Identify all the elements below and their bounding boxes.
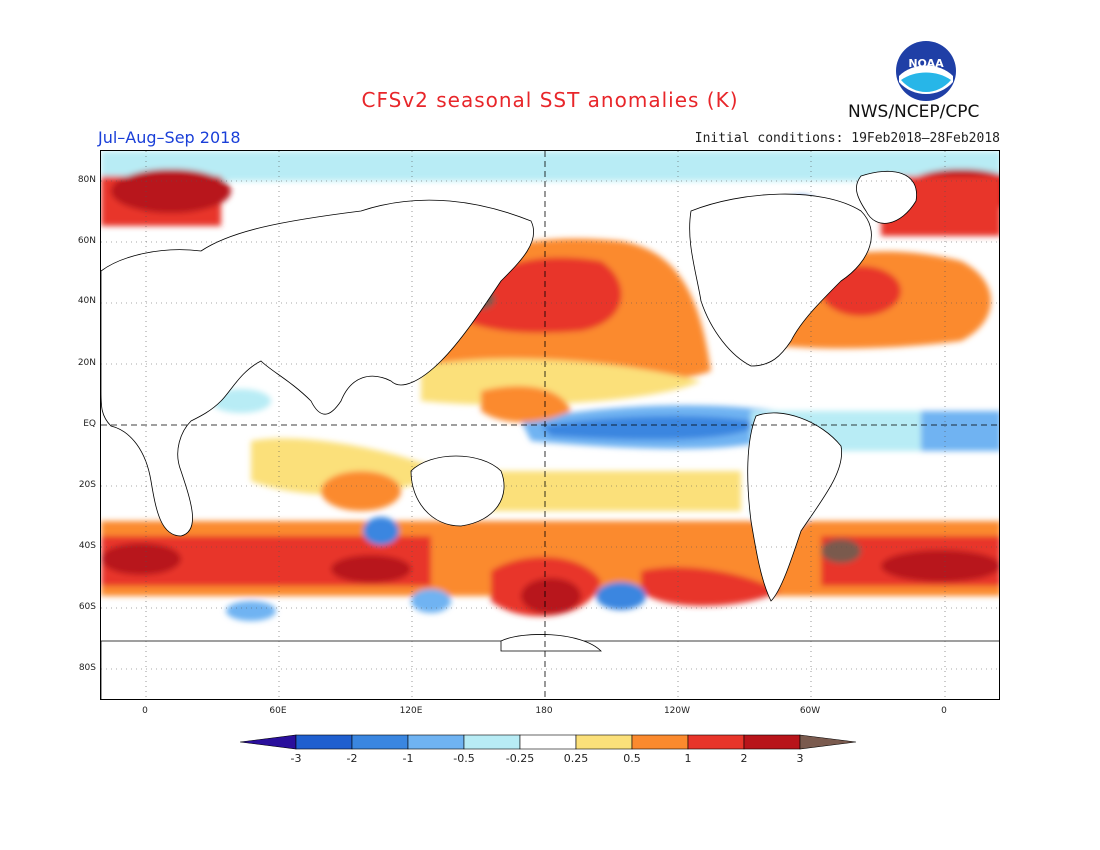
colorbar-label: -2 <box>346 752 358 765</box>
lon-label: 0 <box>941 706 947 716</box>
equator-dateline <box>101 151 999 699</box>
map-canvas <box>101 151 999 699</box>
graticule <box>101 151 999 699</box>
colorbar-segment <box>687 734 745 750</box>
lon-label: 120W <box>663 706 691 716</box>
lat-label: 20S <box>78 480 96 490</box>
colorbar-label: -0.5 <box>453 752 475 765</box>
colorbar-segment <box>351 734 409 750</box>
colorbar-segment <box>799 734 857 750</box>
lon-label: 60E <box>269 706 287 716</box>
colorbar-label: -0.25 <box>505 752 535 765</box>
initial-conditions: Initial conditions: 19Feb2018–28Feb2018 <box>694 131 1000 146</box>
colorbar-segment <box>743 734 801 750</box>
colorbar-label: 3 <box>796 752 804 765</box>
agency-label: NWS/NCEP/CPC <box>848 102 980 122</box>
lat-label: 20N <box>77 358 96 368</box>
colorbar-segment <box>463 734 521 750</box>
logo-text: NOAA <box>908 57 944 70</box>
colorbar-segment <box>407 734 465 750</box>
lat-label: 80N <box>77 175 96 185</box>
colorbar-label: -1 <box>402 752 414 765</box>
lat-label: 60N <box>77 236 96 246</box>
lat-label: 40S <box>78 541 96 551</box>
map-title: CFSv2 seasonal SST anomalies (K) <box>361 88 739 112</box>
lon-label: 180 <box>535 706 553 716</box>
sst-anomaly-map <box>100 150 1000 700</box>
colorbar-segment <box>240 734 297 750</box>
colorbar-label: 0.25 <box>563 752 589 765</box>
lon-label: 120E <box>399 706 423 716</box>
colorbar-label: 0.5 <box>623 752 641 765</box>
lat-label: EQ <box>83 419 96 429</box>
colorbar-segment <box>295 734 353 750</box>
forecast-period: Jul–Aug–Sep 2018 <box>98 128 241 147</box>
colorbar-label: 2 <box>740 752 748 765</box>
colorbar-label: -3 <box>290 752 302 765</box>
colorbar-segment <box>575 734 633 750</box>
lon-label: 60W <box>799 706 821 716</box>
land <box>101 170 999 699</box>
lat-label: 80S <box>78 663 96 673</box>
colorbar <box>240 734 857 750</box>
colorbar-segment <box>631 734 689 750</box>
noaa-logo-icon: NOAA <box>896 41 956 101</box>
lon-label: 0 <box>142 706 148 716</box>
lat-label: 40N <box>77 296 96 306</box>
colorbar-label: 1 <box>684 752 692 765</box>
colorbar-segment <box>519 734 577 750</box>
lat-label: 60S <box>78 602 96 612</box>
